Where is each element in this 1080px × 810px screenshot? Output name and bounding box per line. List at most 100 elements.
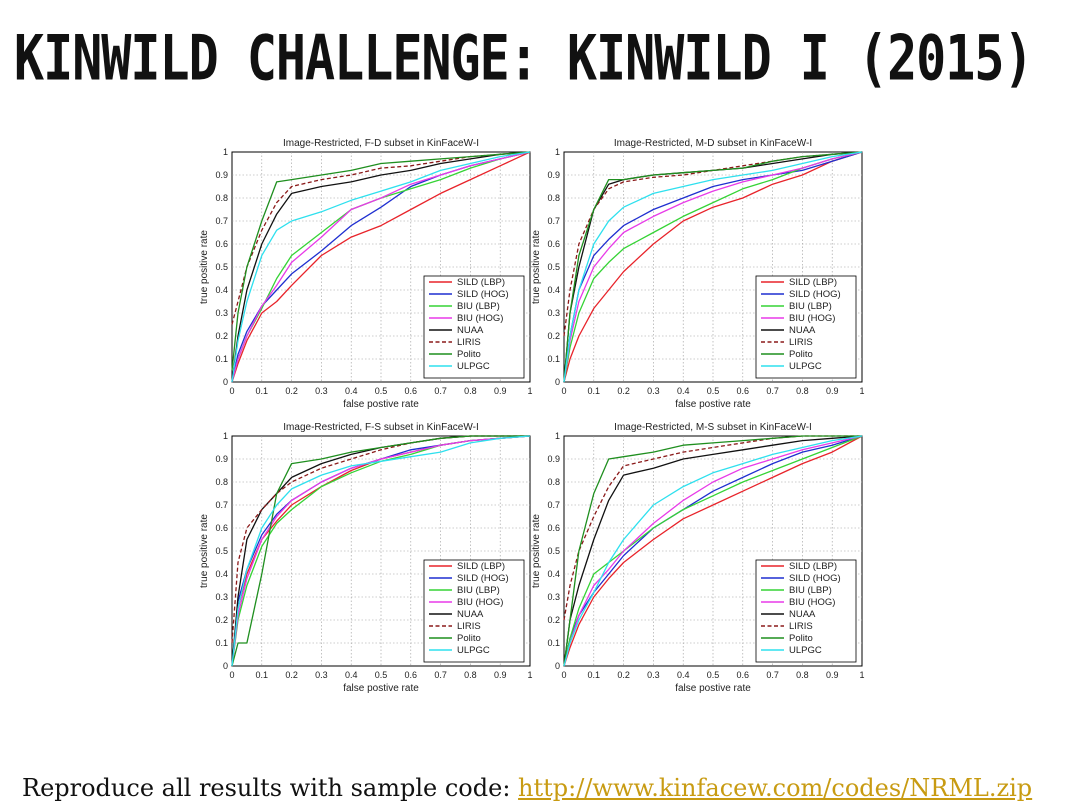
legend-label: BIU (LBP) — [457, 585, 500, 596]
x-tick-label: 0.8 — [464, 386, 477, 396]
legend-box — [755, 559, 857, 663]
y-tick-label: 0.7 — [215, 500, 228, 510]
x-tick-label: 0.2 — [285, 670, 298, 680]
x-tick-label: 0.7 — [766, 670, 779, 680]
legend-label: SILD (LBP) — [457, 561, 505, 572]
y-tick-label: 0.2 — [547, 331, 560, 341]
y-tick-label: 1 — [555, 147, 560, 157]
x-tick-label: 0.3 — [647, 670, 660, 680]
x-tick-label: 0.4 — [345, 386, 358, 396]
y-tick-label: 0.9 — [215, 170, 228, 180]
chart-title: Image-Restricted, M-S subset in KinFaceW… — [614, 422, 812, 433]
series-line-ulpgc — [563, 151, 863, 383]
series-line-ulpgc — [563, 435, 863, 667]
y-tick-label: 0.9 — [547, 454, 560, 464]
series-line-ulpgc — [231, 151, 531, 383]
y-tick-label: 0.1 — [547, 638, 560, 648]
y-tick-label: 0.6 — [547, 523, 560, 533]
series-line-ulpgc — [231, 435, 531, 667]
legend-label: BIU (HOG) — [457, 597, 503, 608]
x-tick-label: 0.2 — [617, 670, 630, 680]
legend-label: Polito — [457, 349, 481, 360]
x-tick-label: 0.1 — [256, 386, 269, 396]
chart-title: Image-Restricted, M-D subset in KinFaceW… — [614, 138, 812, 149]
roc-panel-2: Image-Restricted, M-D subset in KinFaceW… — [531, 138, 865, 410]
x-tick-label: 0.5 — [375, 670, 388, 680]
x-tick-label: 0.1 — [588, 386, 601, 396]
y-tick-label: 1 — [223, 147, 228, 157]
legend-label: SILD (HOG) — [457, 289, 509, 300]
x-tick-label: 0.8 — [796, 386, 809, 396]
y-tick-label: 0.1 — [547, 354, 560, 364]
y-tick-label: 0.2 — [215, 331, 228, 341]
y-tick-label: 0.2 — [215, 615, 228, 625]
x-tick-label: 0.5 — [375, 386, 388, 396]
y-tick-label: 0.9 — [547, 170, 560, 180]
legend-label: Polito — [789, 349, 813, 360]
series-line-sild-lbp — [563, 435, 863, 667]
y-tick-label: 0.3 — [547, 592, 560, 602]
x-tick-label: 0.7 — [766, 386, 779, 396]
legend-label: BIU (LBP) — [789, 301, 832, 312]
x-tick-label: 0.5 — [707, 386, 720, 396]
legend-label: Polito — [789, 633, 813, 644]
series-line-liris — [231, 435, 530, 644]
x-tick-label: 0.1 — [588, 670, 601, 680]
x-tick-label: 0.9 — [826, 386, 839, 396]
y-tick-label: 0.3 — [215, 308, 228, 318]
y-tick-label: 0.1 — [215, 354, 228, 364]
series-line-biu-lbp — [563, 151, 863, 383]
x-tick-label: 0.9 — [494, 386, 507, 396]
y-tick-label: 0 — [555, 661, 560, 671]
x-tick-label: 0.3 — [315, 670, 328, 680]
y-tick-label: 0.7 — [215, 216, 228, 226]
chart-title: Image-Restricted, F-D subset in KinFaceW… — [283, 138, 479, 149]
x-tick-label: 0 — [229, 670, 234, 680]
x-tick-label: 0.8 — [464, 670, 477, 680]
legend-label: BIU (HOG) — [789, 597, 835, 608]
legend-label: BIU (HOG) — [789, 313, 835, 324]
x-tick-label: 0.4 — [677, 670, 690, 680]
x-tick-label: 0.3 — [647, 386, 660, 396]
y-tick-label: 0.3 — [215, 592, 228, 602]
code-download-link[interactable]: http://www.kinfacew.com/codes/NRML.zip — [518, 774, 1033, 802]
legend-label: SILD (HOG) — [457, 573, 509, 584]
y-tick-label: 1 — [223, 431, 228, 441]
x-tick-label: 0 — [229, 386, 234, 396]
legend-label: SILD (LBP) — [457, 277, 505, 288]
legend-box — [423, 275, 525, 379]
y-axis-label: true positive rate — [531, 230, 542, 304]
legend-label: SILD (LBP) — [789, 561, 837, 572]
x-axis-label: false postive rate — [675, 683, 751, 694]
series-line-polito — [563, 435, 862, 667]
series-line-nuaa — [563, 435, 863, 667]
x-tick-label: 0.7 — [434, 670, 447, 680]
legend-label: BIU (LBP) — [789, 585, 832, 596]
x-axis-label: false postive rate — [675, 399, 751, 410]
x-tick-label: 1 — [859, 386, 864, 396]
series-line-biu-hog — [231, 151, 531, 383]
y-tick-label: 0.6 — [547, 239, 560, 249]
x-axis-label: false postive rate — [343, 683, 419, 694]
x-tick-label: 1 — [527, 386, 532, 396]
legend-box — [423, 559, 525, 663]
y-tick-label: 0.4 — [215, 569, 228, 579]
y-tick-label: 0 — [223, 661, 228, 671]
x-tick-label: 0.6 — [405, 670, 418, 680]
x-tick-label: 0 — [561, 386, 566, 396]
legend-label: LIRIS — [789, 337, 813, 348]
x-tick-label: 0.4 — [677, 386, 690, 396]
series-line-sild-lbp — [563, 151, 863, 383]
series-line-nuaa — [231, 151, 531, 383]
x-tick-label: 0.3 — [315, 386, 328, 396]
series-line-polito — [563, 151, 863, 383]
roc-panel-3: Image-Restricted, F-S subset in KinFaceW… — [199, 422, 533, 694]
legend-label: SILD (HOG) — [789, 289, 841, 300]
y-tick-label: 0.4 — [547, 285, 560, 295]
legend-label: NUAA — [457, 609, 484, 620]
slide-title: KINWILD CHALLENGE: KINWILD I (2015) — [14, 22, 1034, 95]
x-tick-label: 0.1 — [256, 670, 269, 680]
x-tick-label: 0 — [561, 670, 566, 680]
y-axis-label: true positive rate — [531, 514, 542, 588]
x-tick-label: 0.5 — [707, 670, 720, 680]
